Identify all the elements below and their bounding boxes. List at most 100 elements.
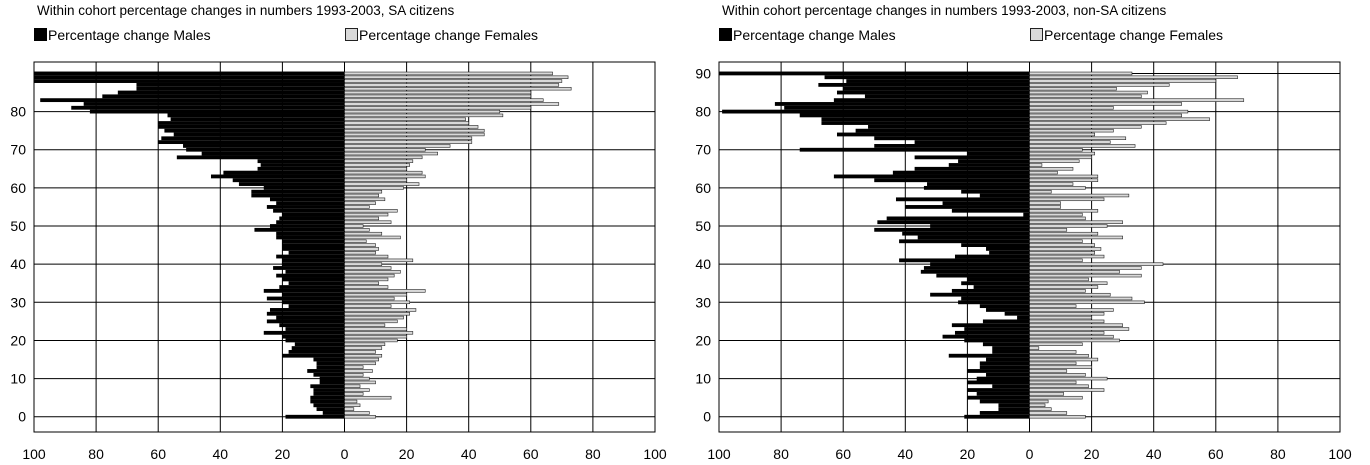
bar-male (291, 346, 345, 350)
bar-female (1029, 144, 1136, 148)
bar-female (1029, 312, 1105, 316)
bar-female (344, 312, 411, 316)
bar-male (210, 174, 345, 179)
bar-male (310, 384, 345, 389)
y-tick-label: 60 (695, 180, 711, 196)
bar-female (1029, 235, 1123, 240)
plot-frame (718, 61, 1341, 433)
bar-female (1029, 373, 1086, 377)
x-tick-label: 20 (399, 446, 415, 462)
bar-male (986, 357, 1030, 362)
y-tick-label: 40 (695, 256, 711, 272)
bar-female (344, 380, 376, 385)
y-tick-label: 10 (695, 371, 711, 387)
bar-male (976, 376, 1030, 381)
bar-male (285, 414, 345, 419)
bar-female (344, 151, 438, 156)
bar-female (344, 277, 389, 282)
bar-female (344, 228, 370, 232)
bar-female (1029, 148, 1083, 152)
bar-male (992, 384, 1030, 389)
x-tick-label: 0 (1026, 446, 1034, 462)
bar-male (83, 102, 345, 106)
bar-male (285, 327, 345, 331)
bar-female (344, 98, 544, 102)
bar-male (864, 94, 1030, 99)
bar-male (799, 147, 1030, 152)
y-tick-label: 50 (10, 218, 26, 234)
bar-male (923, 185, 1030, 190)
bar-female (1029, 338, 1120, 343)
legend-swatch-males (34, 28, 47, 41)
bar-male (892, 170, 1030, 175)
bar-female (1029, 170, 1058, 175)
bar-female (344, 388, 370, 392)
chart-panel-non-sa: Within cohort percentage changes in numb… (685, 0, 1370, 465)
bar-male (288, 250, 345, 255)
bar-female (344, 281, 379, 285)
bar-female (1029, 300, 1145, 305)
bar-male (954, 254, 1030, 259)
bar-female (344, 125, 479, 129)
bar-male (282, 247, 345, 251)
bar-female (1029, 136, 1127, 140)
bar-male (238, 182, 345, 186)
bar-male (183, 144, 345, 148)
bar-female (344, 361, 376, 366)
bar-female (1029, 186, 1086, 190)
bar-male (936, 273, 1030, 278)
bar-male (824, 75, 1030, 80)
bar-male (920, 269, 1030, 274)
bar-male (34, 75, 345, 80)
bar-female (1029, 117, 1210, 121)
bar-male (951, 288, 1030, 293)
bar-male (232, 178, 345, 183)
bar-male (868, 124, 1030, 129)
bar-female (1029, 315, 1092, 320)
bar-female (344, 300, 411, 305)
bar-male (136, 86, 345, 91)
bar-female (344, 83, 560, 87)
bar-male (313, 388, 345, 392)
bar-female (1029, 407, 1052, 411)
bar-female (344, 285, 389, 289)
bar-female (1029, 159, 1080, 163)
bar-female (1029, 296, 1133, 301)
bar-male (307, 369, 345, 373)
x-tick-label: 40 (1146, 446, 1162, 462)
bar-male (316, 365, 345, 370)
bar-male (282, 353, 345, 358)
bar-male (263, 330, 345, 335)
bar-male (951, 208, 1030, 213)
bar-male (313, 357, 345, 362)
y-tick-label: 20 (10, 332, 26, 348)
plot-frame (33, 61, 656, 433)
bar-male (874, 136, 1030, 141)
bar-male (998, 403, 1030, 408)
bar-male (855, 128, 1030, 133)
bar-male (818, 82, 1030, 87)
bar-male (799, 113, 1030, 118)
bar-male (316, 361, 345, 366)
bar-female (1029, 254, 1105, 259)
bar-female (1029, 212, 1083, 217)
bar-female (1029, 121, 1167, 125)
bar-male (874, 227, 1030, 232)
bar-male (821, 117, 1030, 122)
bar-male (40, 98, 345, 103)
bar-male (998, 407, 1030, 412)
bar-female (1029, 189, 1052, 194)
bar-female (1029, 376, 1108, 381)
bar-female (344, 155, 423, 160)
bar-male (917, 235, 1030, 240)
bar-male (254, 227, 345, 232)
bar-male (276, 201, 345, 206)
bar-female (1029, 384, 1089, 388)
bar-female (344, 94, 532, 99)
bar-male (986, 372, 1030, 377)
bar-female (1029, 399, 1049, 404)
bar-male (905, 205, 1030, 209)
bar-male (251, 189, 345, 194)
bar-female (1029, 327, 1130, 331)
bar-female (1029, 102, 1182, 106)
